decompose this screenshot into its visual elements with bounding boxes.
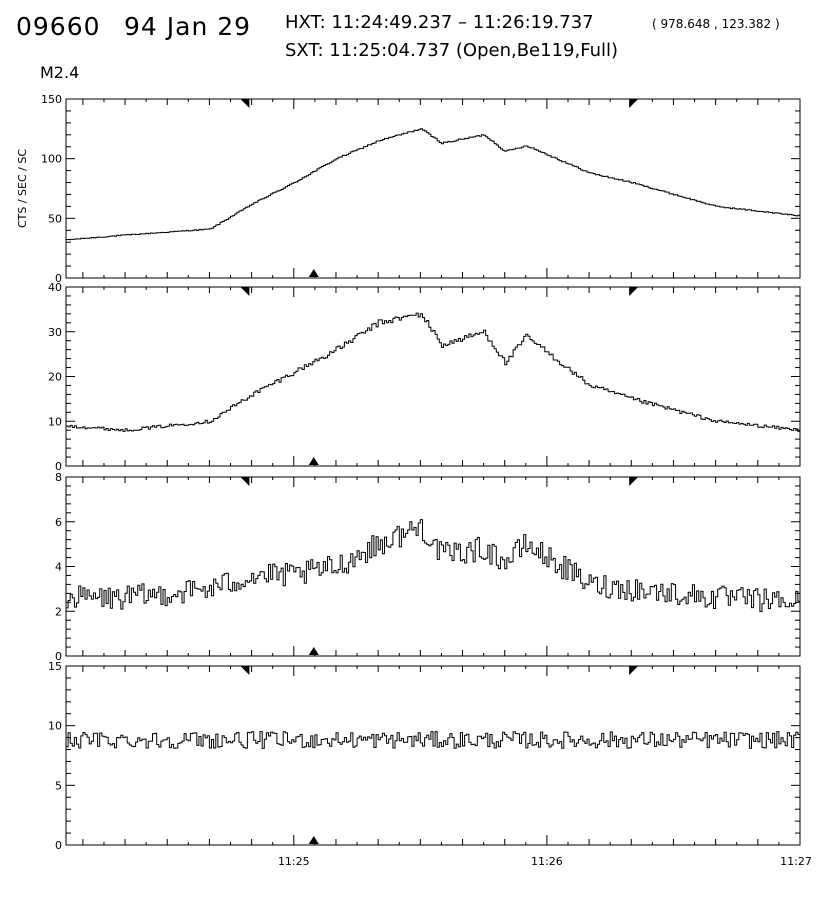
sxt-marker xyxy=(308,269,319,277)
y-tick-label: 4 xyxy=(55,561,62,574)
y-tick-label: 10 xyxy=(48,415,62,428)
hxt-end-marker xyxy=(629,99,639,108)
panel-2: 0 10 20 30 40 xyxy=(48,281,801,473)
y-tick-label: 2 xyxy=(55,605,62,618)
goes-class: M2.4 xyxy=(40,63,80,82)
y-tick-label: 15 xyxy=(48,660,62,673)
y-tick-label: 0 xyxy=(55,650,62,663)
hxt-end-marker xyxy=(629,666,639,675)
solar-coordinates: ( 978.648 , 123.382 ) xyxy=(652,17,780,31)
y-tick-label: 0 xyxy=(55,460,62,473)
hxt-end-marker xyxy=(629,477,639,486)
y-tick-label: 10 xyxy=(48,720,62,733)
hxt-start-marker xyxy=(240,666,250,675)
y-tick-label: 5 xyxy=(55,779,62,792)
sxt-time-info: SXT: 11:25:04.737 (Open,Be119,Full) xyxy=(285,40,619,61)
hxt-end-marker xyxy=(629,287,639,296)
observation-date: 94 Jan 29 xyxy=(124,12,252,41)
sxt-marker xyxy=(308,647,319,655)
y-tick-label: 100 xyxy=(41,153,62,166)
y-tick-label: 40 xyxy=(48,281,62,294)
panel-frame xyxy=(65,665,801,846)
series-line xyxy=(66,128,800,241)
hxt-time-range: HXT: 11:24:49.237 – 11:26:19.737 xyxy=(285,12,594,33)
panel-frame xyxy=(65,286,801,467)
panel-4: 0 5 10 15 11:25 11:26 11:27 xyxy=(48,660,812,868)
panel-1: 0 50 100 150 CTS / SEC / SC xyxy=(16,93,801,285)
panel-3: 0 2 4 6 8 xyxy=(55,471,801,663)
series-line xyxy=(66,519,800,613)
x-tick-label: 11:25 xyxy=(278,855,310,868)
y-tick-label: 6 xyxy=(55,516,62,529)
hxt-start-marker xyxy=(240,287,250,296)
flare-id: 09660 xyxy=(16,12,101,41)
series-line xyxy=(66,731,800,749)
sxt-marker xyxy=(308,836,319,844)
x-tick-label: 11:26 xyxy=(531,855,563,868)
y-tick-label: 30 xyxy=(48,326,62,339)
y-tick-label: 0 xyxy=(55,272,62,285)
y-tick-label: 150 xyxy=(41,93,62,106)
series-line xyxy=(66,312,800,432)
y-tick-label: 0 xyxy=(55,839,62,852)
panel-frame xyxy=(65,98,801,279)
hxt-start-marker xyxy=(240,99,250,108)
x-tick-label: 11:27 xyxy=(780,855,812,868)
y-tick-label: 20 xyxy=(48,371,62,384)
y-axis-label: CTS / SEC / SC xyxy=(16,149,29,228)
panel-frame xyxy=(65,476,801,657)
y-tick-label: 50 xyxy=(48,212,62,225)
y-tick-label: 8 xyxy=(55,471,62,484)
hxt-start-marker xyxy=(240,477,250,486)
sxt-marker xyxy=(308,457,319,465)
